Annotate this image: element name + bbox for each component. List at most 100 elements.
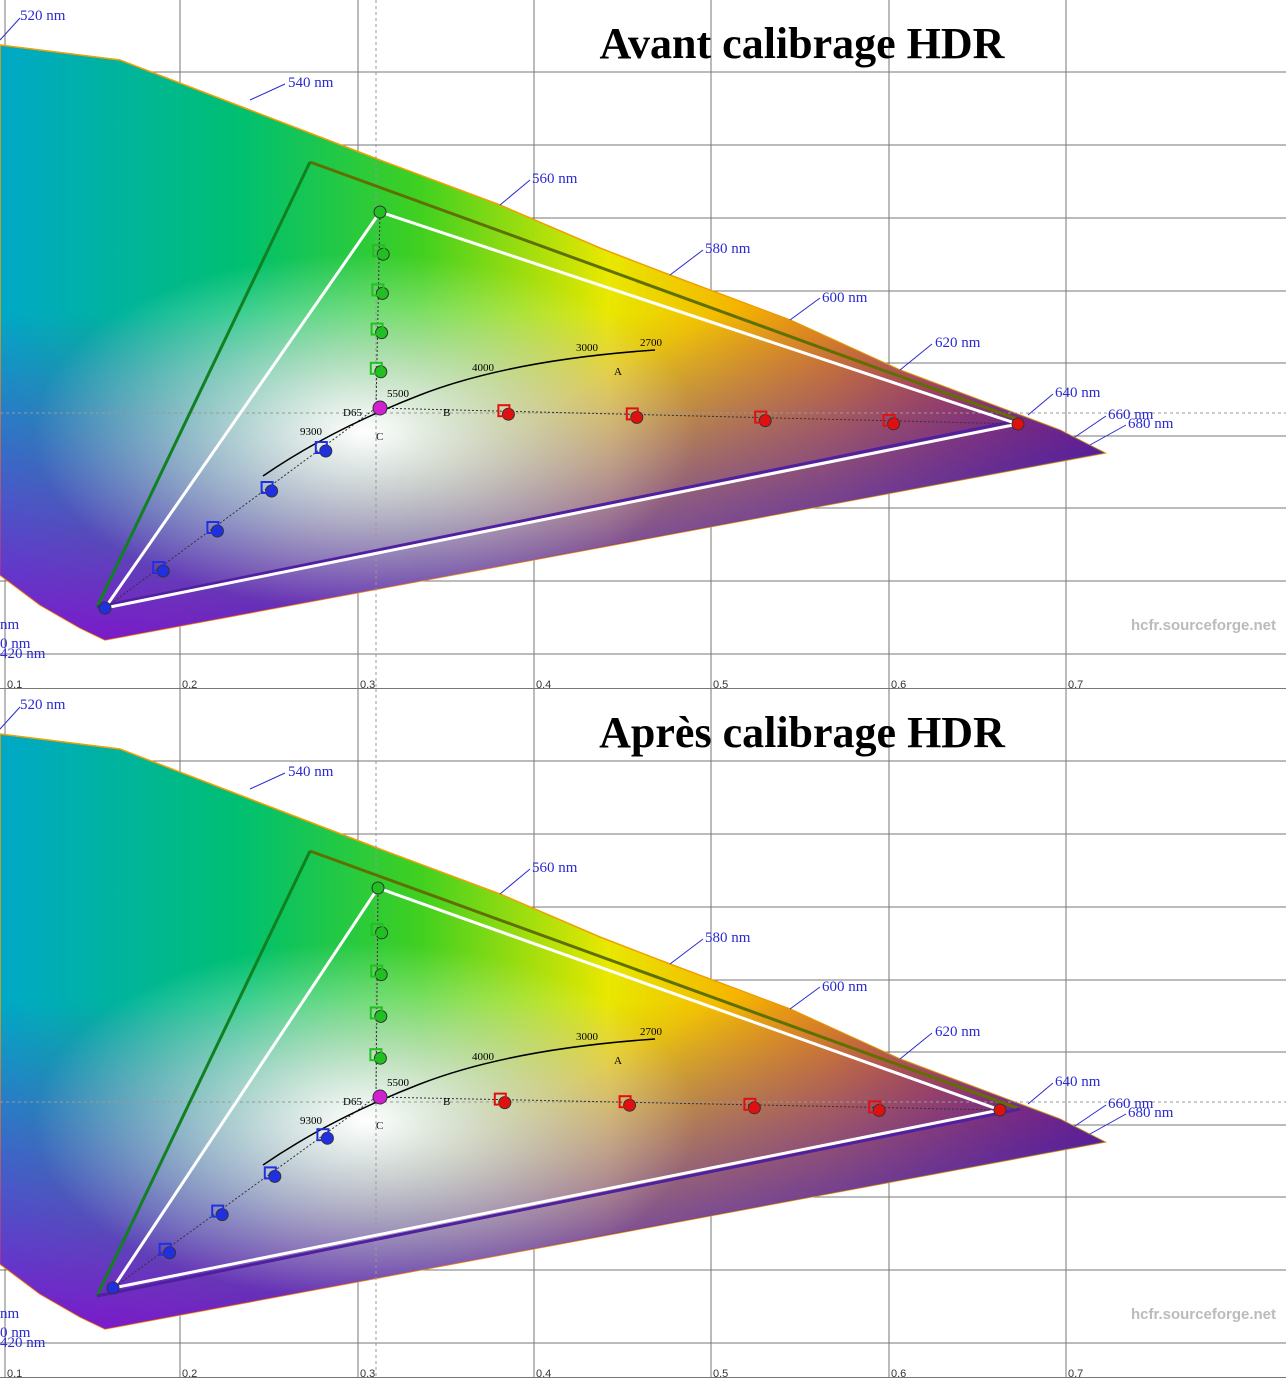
primary-point	[98, 601, 112, 615]
title: Avant calibrage HDR	[600, 19, 1006, 68]
wavelength-tick	[669, 249, 704, 276]
x-tick-label: 0.5	[713, 1368, 728, 1378]
panel: 520 nm 540 nm 560 nm 580 nm 600 nm 620 nm 640 …	[0, 689, 1286, 1378]
target-point	[314, 441, 328, 454]
wavelength-label: 0 nm	[0, 1325, 31, 1341]
wavelength-tick	[1074, 1104, 1107, 1127]
temperature-label: 3000	[576, 342, 599, 354]
illuminant-label: B	[443, 407, 450, 419]
reference-gamut	[95, 161, 312, 608]
x-tick-label: 0.4	[536, 1368, 551, 1378]
wavelength-label: 540 nm	[288, 764, 334, 780]
target-point	[369, 1006, 383, 1020]
wavelength-tick	[249, 772, 286, 790]
watermark: hcfr.sourceforge.net	[1131, 1306, 1276, 1323]
wavelength-tick	[1027, 1082, 1054, 1105]
target-point	[493, 1092, 507, 1106]
planck-locus	[262, 1038, 656, 1166]
target-point	[260, 481, 274, 494]
target-point	[618, 1095, 632, 1109]
target-point	[263, 1166, 277, 1180]
target-point	[497, 404, 511, 418]
x-tick-label: 0.7	[1068, 1368, 1083, 1378]
wavelength-label: 580 nm	[705, 241, 751, 257]
wavelength-label: 680 nm	[1128, 1105, 1174, 1121]
target-point	[371, 283, 385, 297]
wavelength-tick	[249, 83, 286, 101]
reference-gamut	[309, 849, 1021, 1111]
target-point	[868, 1100, 882, 1114]
wavelength-label: 600 nm	[822, 290, 868, 306]
illuminant-label: C	[376, 1120, 383, 1132]
wavelength-label: 420 nm	[0, 646, 46, 662]
wavelength-label: 560 nm	[532, 171, 578, 187]
wavelength-tick	[1089, 1113, 1127, 1135]
target-point	[158, 1242, 172, 1256]
wavelength-tick	[789, 986, 821, 1010]
temperature-label: 4000	[472, 1051, 495, 1063]
white-point	[372, 1089, 388, 1105]
temperature-label: 3000	[576, 1031, 599, 1043]
x-tick-label: 0.2	[182, 1368, 197, 1378]
gray-axis	[375, 407, 1019, 425]
wavelength-label: 660 nm	[1108, 407, 1154, 423]
wavelength-label: 620 nm	[935, 1024, 981, 1040]
wavelength-label: 600 nm	[822, 979, 868, 995]
panel: 520 nm 540 nm 560 nm 580 nm 600 nm 620 nm 640 …	[0, 0, 1286, 691]
wavelength-label: 620 nm	[935, 335, 981, 351]
temperature-label: 5500	[387, 388, 410, 400]
measured-gamut	[109, 886, 1006, 1291]
temperature-label: 5500	[387, 1077, 410, 1089]
wavelength-label: 660 nm	[1108, 1096, 1154, 1112]
temperature-label: 4000	[472, 362, 495, 374]
planck-locus	[262, 349, 656, 477]
target-point	[369, 1048, 383, 1062]
wavelength-tick	[789, 297, 821, 321]
primary-point	[993, 1103, 1007, 1117]
temperature-label: 2700	[640, 1026, 663, 1038]
primary-point	[371, 881, 385, 895]
wavelength-label: 680 nm	[1128, 416, 1174, 432]
wavelength-tick	[899, 343, 933, 371]
wavelength-label: 560 nm	[532, 860, 578, 876]
reference-gamut	[96, 418, 1021, 609]
target-point	[370, 922, 384, 936]
target-point	[882, 413, 896, 427]
title: Après calibrage HDR	[599, 708, 1006, 757]
wavelength-label: 540 nm	[288, 75, 334, 91]
primary-point	[106, 1281, 120, 1295]
wavelength-label: 0 nm	[0, 636, 31, 652]
wavelength-label: 420 nm	[0, 1335, 46, 1351]
illuminant-label: C	[376, 431, 383, 443]
wavelength-label: 580 nm	[705, 930, 751, 946]
target-point	[625, 407, 639, 421]
wavelength-label: nm	[0, 617, 20, 633]
gray-axis	[375, 1096, 1001, 1111]
wavelength-label: 520 nm	[20, 697, 66, 713]
wavelength-tick	[899, 1032, 933, 1060]
x-tick-label: 0.6	[891, 1368, 906, 1378]
gray-axis	[104, 407, 377, 609]
x-tick-label: 0.1	[7, 1368, 22, 1378]
temperature-label: 2700	[640, 337, 663, 349]
wavelength-label: 640 nm	[1055, 1074, 1101, 1090]
target-point	[372, 244, 386, 258]
wavelength-tick	[499, 868, 531, 895]
target-point	[369, 361, 383, 375]
reference-gamut	[95, 850, 312, 1297]
watermark: hcfr.sourceforge.net	[1131, 617, 1276, 634]
wavelength-label: 640 nm	[1055, 385, 1101, 401]
wavelength-label: 520 nm	[20, 8, 66, 24]
illuminant-label: B	[443, 1096, 450, 1108]
illuminant-label: A	[614, 366, 622, 378]
wavelength-tick	[499, 179, 531, 206]
illuminant-label: D65	[343, 407, 362, 419]
target-point	[743, 1097, 757, 1111]
illuminant-label: A	[614, 1055, 622, 1067]
illuminant-label: D65	[343, 1096, 362, 1108]
wavelength-tick	[1027, 393, 1054, 416]
primary-point	[373, 205, 387, 219]
gray-axis	[375, 887, 379, 1098]
wavelength-tick	[1089, 424, 1127, 446]
